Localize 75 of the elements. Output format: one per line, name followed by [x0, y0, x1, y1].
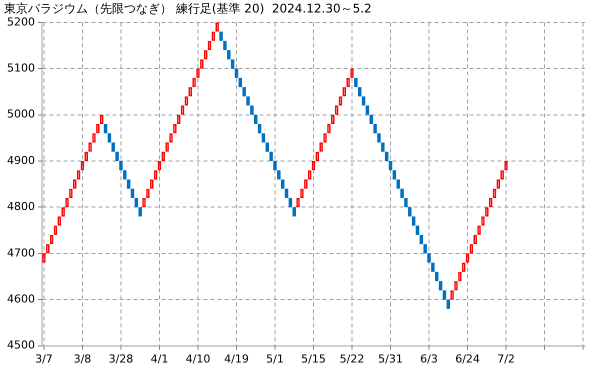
x-tick-label: 6/3 [420, 352, 438, 366]
candlestick [427, 253, 431, 263]
x-tick-label: 4/10 [186, 352, 210, 366]
chart-title: 東京パラジウム（先限つなぎ） 練行足(基準 20) 2024.12.30～5.2 [4, 1, 372, 16]
candlestick [381, 142, 385, 152]
candlestick [134, 198, 138, 208]
y-tick-label: 5000 [6, 108, 35, 121]
candlestick [112, 142, 115, 152]
candlestick [420, 234, 424, 244]
candlestick [370, 114, 373, 124]
candlestick [277, 170, 281, 180]
candlestick [446, 300, 450, 309]
candlestick [384, 152, 388, 161]
candlestick [119, 161, 123, 170]
candlestick [246, 96, 250, 106]
candlestick [366, 106, 370, 115]
candlestick [115, 152, 119, 161]
x-tick-label: 3/28 [108, 352, 134, 366]
candlestick [104, 124, 108, 134]
candlestick [423, 244, 427, 254]
candlestick [238, 78, 242, 88]
candlestick [108, 133, 112, 143]
x-tick-label: 5/22 [340, 352, 364, 366]
x-tick-label: 5/15 [301, 352, 326, 366]
x-tick-label: 5/31 [378, 352, 403, 366]
candlestick [354, 78, 358, 88]
candlestick [442, 290, 446, 300]
candlestick [262, 133, 266, 143]
x-tick-label: 4/1 [150, 352, 168, 366]
x-tick-label: 3/8 [74, 352, 92, 366]
candlestick [373, 124, 377, 134]
candlestick [234, 68, 238, 78]
y-tick-label: 5200 [6, 15, 35, 28]
candlestick [416, 226, 420, 235]
candlestick [138, 207, 142, 216]
candlestick [412, 216, 416, 226]
x-tick-label: 3/7 [35, 352, 53, 366]
candlestick [242, 87, 246, 96]
candlestick [230, 59, 234, 69]
candlestick [408, 207, 412, 216]
candlestick [431, 262, 435, 272]
x-tick-label: 5/1 [266, 352, 284, 366]
candlestick [388, 161, 392, 170]
candlestick [266, 142, 270, 152]
candlestick [377, 133, 381, 143]
candlestick [254, 114, 258, 124]
x-tick-label: 6/24 [455, 352, 480, 366]
x-tick-label: 4/19 [224, 352, 249, 366]
candlestick [292, 207, 296, 216]
candlestick [362, 96, 366, 106]
candlestick [400, 188, 404, 198]
candlestick [396, 179, 400, 189]
y-tick-label: 4800 [6, 200, 35, 214]
candlestick [288, 198, 292, 208]
candlestick [435, 272, 438, 282]
y-tick-label: 4500 [6, 338, 35, 352]
candlestick [284, 188, 288, 198]
y-tick-label: 4600 [6, 292, 35, 306]
candlestick [258, 124, 262, 134]
y-tick-label: 4900 [6, 154, 35, 167]
candlestick [250, 106, 254, 115]
y-tick-label: 5100 [6, 61, 35, 74]
candlestick [269, 152, 273, 161]
candlestick [392, 170, 396, 180]
candlestick [123, 170, 127, 180]
candlestick [219, 32, 223, 41]
candlestick [438, 281, 442, 290]
y-tick-label: 4700 [6, 246, 35, 260]
candlestick [126, 179, 130, 189]
candlestick [280, 179, 284, 189]
candlestick [227, 50, 231, 60]
candlestick [358, 87, 362, 96]
candlestick [404, 198, 408, 208]
candlestick [223, 40, 227, 50]
x-tick-label: 7/2 [497, 352, 515, 366]
